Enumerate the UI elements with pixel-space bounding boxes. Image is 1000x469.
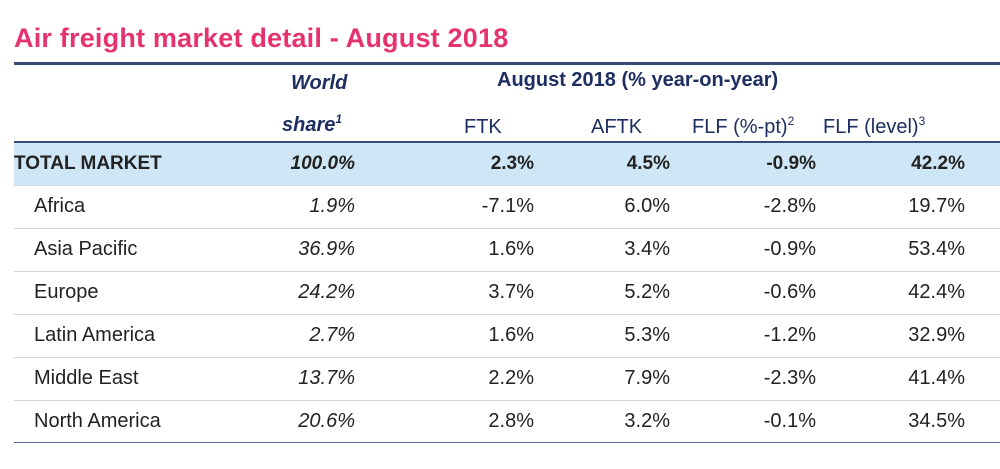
flf-level-cell: 41.4% xyxy=(908,367,965,389)
aftk-cell: 4.5% xyxy=(626,153,670,174)
aftk-cell: 3.2% xyxy=(624,410,670,432)
world-share-header-line1: World xyxy=(291,72,348,94)
row-label: Europe xyxy=(34,281,99,303)
flf-level-cell: 19.7% xyxy=(908,195,965,217)
flf-pt-cell: -2.8% xyxy=(763,195,816,217)
flf-pt-cell: -0.1% xyxy=(763,410,816,432)
period-header: August 2018 (% year-on-year) xyxy=(497,69,779,91)
aftk-header: AFTK xyxy=(591,116,643,138)
flf-pt-header-text: FLF (%-pt) xyxy=(692,116,788,138)
table-row: Latin America 2.7% 1.6% 5.3% -1.2% 32.9% xyxy=(14,314,1000,356)
row-label: TOTAL MARKET xyxy=(14,153,162,174)
aftk-cell: 6.0% xyxy=(624,195,670,217)
table-row: Asia Pacific 36.9% 1.6% 3.4% -0.9% 53.4% xyxy=(14,228,1000,270)
table-row: Africa 1.9% -7.1% 6.0% -2.8% 19.7% xyxy=(14,185,1000,227)
world-share-header-line2: share1 xyxy=(282,113,342,137)
flf-level-cell: 34.5% xyxy=(908,410,965,432)
row-label: Africa xyxy=(34,195,86,217)
row-label: Latin America xyxy=(34,324,156,346)
ftk-cell: 1.6% xyxy=(488,324,534,346)
ftk-cell: 3.7% xyxy=(488,281,534,303)
flf-level-cell: 42.2% xyxy=(911,153,965,174)
aftk-cell: 5.2% xyxy=(624,281,670,303)
table-row: Europe 24.2% 3.7% 5.2% -0.6% 42.4% xyxy=(14,271,1000,313)
row-label: Middle East xyxy=(34,367,139,389)
table-row: North America 20.6% 2.8% 3.2% -0.1% 34.5… xyxy=(14,400,1000,442)
ftk-cell: -7.1% xyxy=(481,195,534,217)
world-share-cell: 1.9% xyxy=(309,195,355,217)
bottom-rule xyxy=(14,442,1000,443)
world-share-cell: 36.9% xyxy=(298,238,355,260)
flf-pt-cell: -0.6% xyxy=(763,281,816,303)
world-share-cell: 13.7% xyxy=(298,367,355,389)
flf-pt-footnote-mark: 2 xyxy=(787,114,795,128)
row-label: North America xyxy=(34,410,161,432)
world-share-cell: 2.7% xyxy=(309,324,355,346)
aftk-cell: 7.9% xyxy=(624,367,670,389)
flf-pt-cell: -1.2% xyxy=(763,324,816,346)
ftk-cell: 1.6% xyxy=(488,238,534,260)
world-share-header-text: share xyxy=(282,114,336,136)
flf-level-header: FLF (level)3 xyxy=(823,115,925,139)
flf-level-cell: 42.4% xyxy=(908,281,965,303)
flf-level-cell: 32.9% xyxy=(908,324,965,346)
flf-pt-cell: -0.9% xyxy=(766,153,816,174)
ftk-cell: 2.8% xyxy=(488,410,534,432)
aftk-cell: 5.3% xyxy=(624,324,670,346)
top-rule xyxy=(14,62,1000,65)
flf-pt-cell: -0.9% xyxy=(763,238,816,260)
flf-pt-header: FLF (%-pt)2 xyxy=(692,115,794,139)
ftk-header: FTK xyxy=(464,116,502,138)
table-row: Middle East 13.7% 2.2% 7.9% -2.3% 41.4% xyxy=(14,357,1000,399)
aftk-cell: 3.4% xyxy=(624,238,670,260)
world-share-cell: 20.6% xyxy=(298,410,355,432)
world-share-cell: 100.0% xyxy=(290,153,355,174)
ftk-cell: 2.2% xyxy=(488,367,534,389)
flf-level-cell: 53.4% xyxy=(908,238,965,260)
world-share-cell: 24.2% xyxy=(298,281,355,303)
flf-level-header-text: FLF (level) xyxy=(823,116,919,138)
row-label: Asia Pacific xyxy=(34,238,138,260)
world-share-footnote-mark: 1 xyxy=(335,112,343,126)
total-market-row: TOTAL MARKET 100.0% 2.3% 4.5% -0.9% 42.2… xyxy=(14,141,1000,185)
flf-level-footnote-mark: 3 xyxy=(918,114,926,128)
page-title: Air freight market detail - August 2018 xyxy=(14,23,509,53)
ftk-cell: 2.3% xyxy=(490,153,534,174)
flf-pt-cell: -2.3% xyxy=(763,367,816,389)
